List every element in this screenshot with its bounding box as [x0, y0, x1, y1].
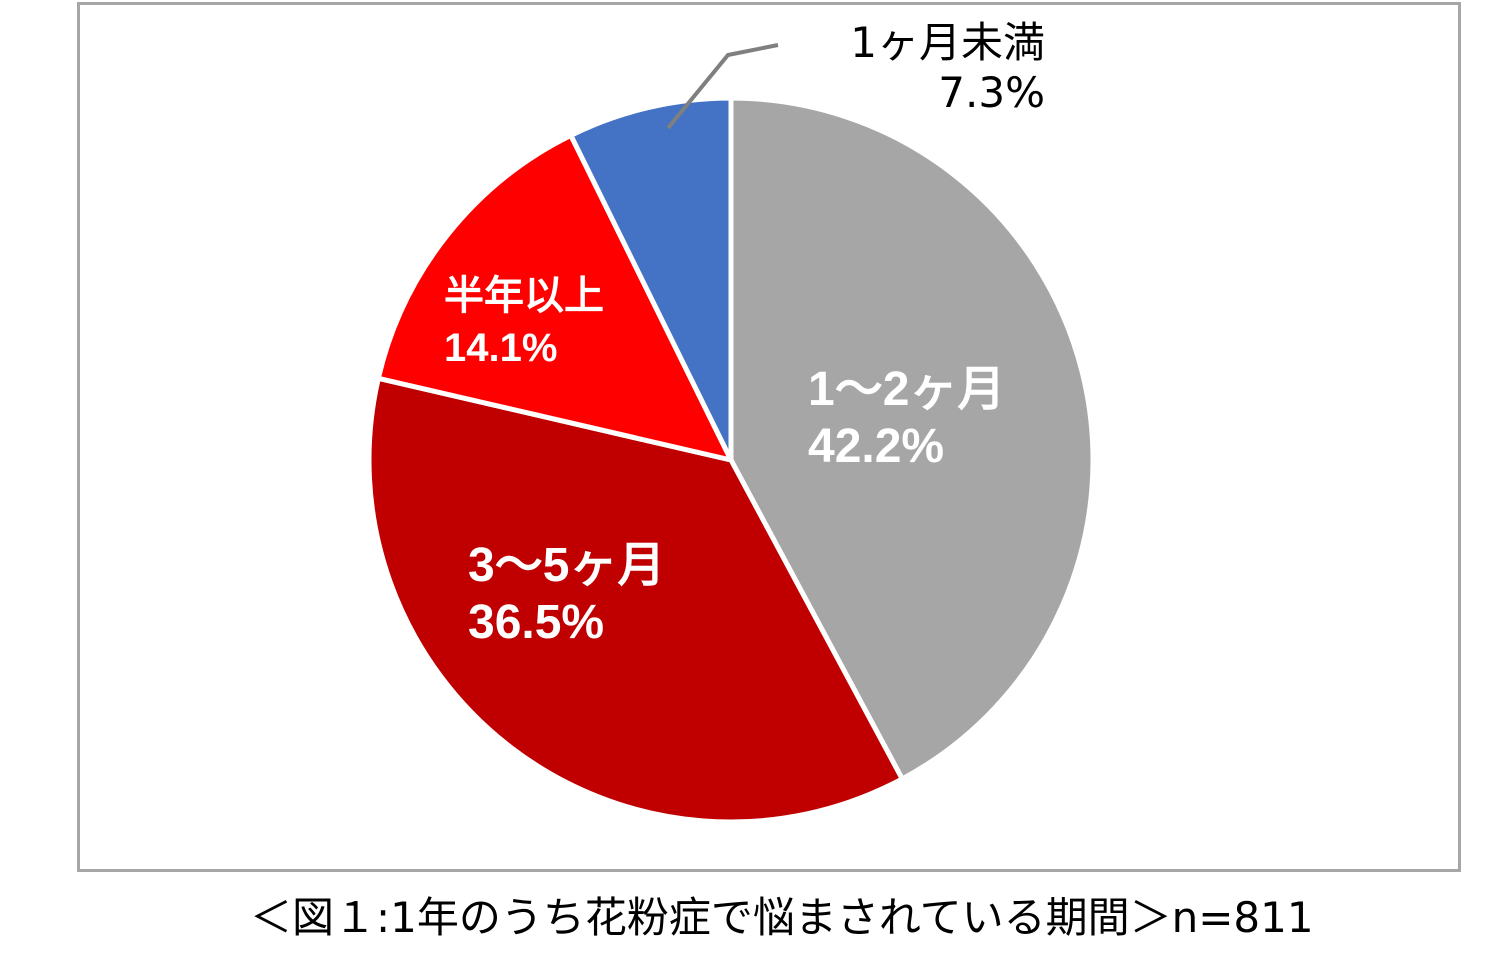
label-under-1-month-value: 7.3%	[938, 67, 1045, 117]
label-1-2-months-name: 1～2ヶ月	[808, 363, 1006, 416]
label-under-1-month-name: 1ヶ月未満	[850, 18, 1045, 67]
label-1-2-months-value: 42.2%	[808, 419, 945, 473]
label-half-year-plus-name: 半年以上	[444, 274, 604, 318]
label-3-5-months-value: 36.5%	[468, 595, 605, 649]
label-half-year-plus: 半年以上 14.1%	[444, 270, 604, 374]
label-under-1-month: 1ヶ月未満 7.3%	[800, 18, 1045, 117]
slice-1-2-months	[728, 95, 1096, 782]
slice-under-1-month	[568, 95, 734, 463]
slice-half-year-plus	[375, 132, 734, 463]
label-3-5-months: 3～5ヶ月 36.5%	[468, 538, 665, 651]
slice-3-5-months	[366, 375, 905, 825]
label-1-2-months: 1～2ヶ月 42.2%	[808, 362, 1005, 475]
label-3-5-months-name: 3～5ヶ月	[468, 539, 666, 592]
label-half-year-plus-value: 14.1%	[444, 326, 558, 370]
leader-line-under-1-month	[666, 43, 779, 130]
chart-caption: ＜図１:1年のうち花粉症で悩まされている期間＞n=811	[250, 893, 1314, 942]
